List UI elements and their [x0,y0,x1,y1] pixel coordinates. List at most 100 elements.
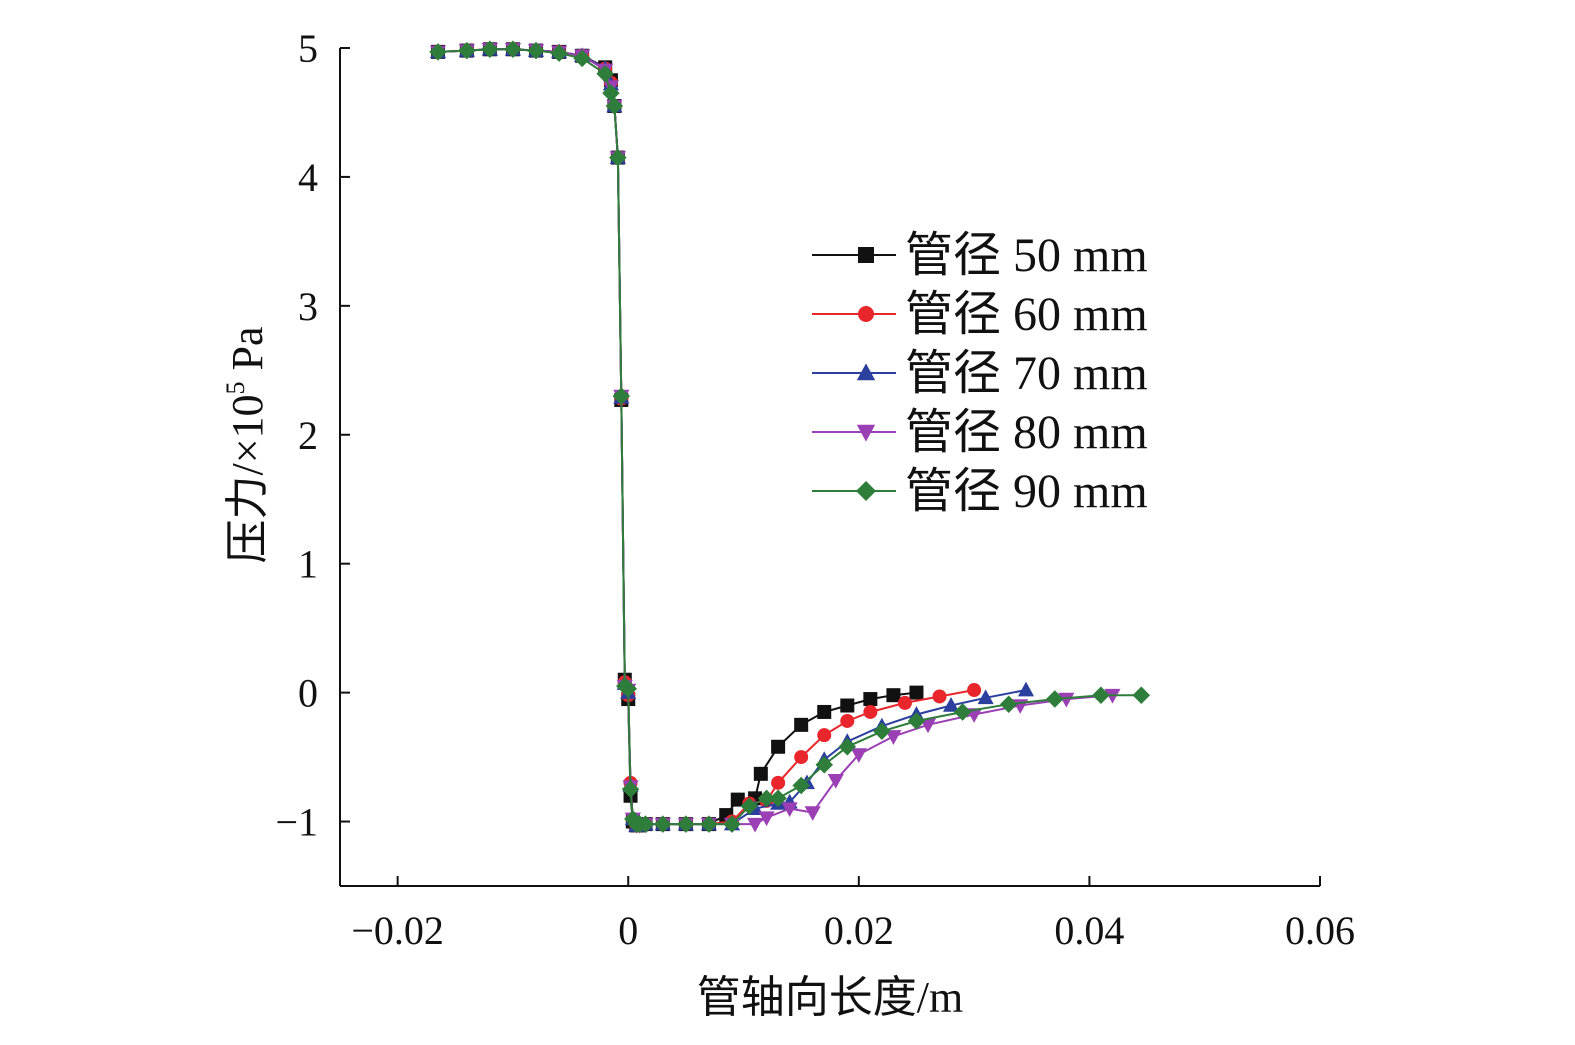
data-point [953,703,972,721]
legend-label: 管径 90 mm [905,465,1148,518]
legend-label: 管径 70 mm [905,347,1148,400]
data-point [907,712,926,730]
data-point [730,792,745,807]
y-tick-label: 5 [298,26,318,71]
data-point [771,775,786,790]
data-point [771,739,786,754]
legend-item: 管径 90 mm [812,465,1148,518]
data-point [527,41,545,60]
data-point [863,704,878,719]
data-point [740,797,759,815]
data-point [612,387,631,405]
data-point [781,802,798,818]
y-tick-label: 1 [298,542,318,587]
data-point [1104,688,1121,704]
y-tick-label: −1 [275,800,318,845]
series-1 [431,42,924,833]
data-point [840,713,855,728]
data-point [977,689,994,705]
data-point [747,817,764,833]
data-point [794,750,809,765]
y-axis-title: 压力/×105 Pa [221,326,272,563]
data-point [573,49,591,68]
x-ticks: −0.02 0 0.02 0.04 0.06 [351,876,1355,953]
data-point [897,695,912,710]
data-point [636,815,655,833]
data-point [817,704,832,719]
data-point [723,815,741,833]
legend-marker [856,424,876,442]
series-group [429,40,1151,834]
data-point [885,730,902,745]
x-tick-label: 0.04 [1054,908,1124,953]
legend-marker [858,306,874,322]
y-tick-label: 2 [298,413,318,458]
data-point [481,40,499,59]
data-point [1132,686,1151,704]
data-point [817,728,832,743]
series-line [437,48,975,827]
data-point [932,689,947,704]
data-point [458,41,476,60]
legend: 管径 50 mm 管径 60 mm 管径 70 mm 管径 80 mm 管径 90 mm [812,229,1148,518]
y-ticks: −1 0 1 2 3 4 5 [275,26,350,845]
data-point [700,815,718,833]
legend-item: 管径 60 mm [812,288,1148,341]
series-2 [431,42,982,833]
data-point [873,722,891,741]
legend-marker [856,363,876,381]
data-point [654,815,672,833]
data-point [850,748,867,763]
data-point [999,695,1018,713]
series-markers [431,42,982,833]
data-point [863,692,878,707]
y-axis-title-superscript: 5 [221,381,250,394]
data-point [840,698,855,713]
data-point [1058,692,1075,708]
x-axis-title: 管轴向长度/m [697,973,963,1022]
y-tick-label: 3 [298,284,318,329]
data-point [429,43,447,61]
data-point [943,697,960,712]
data-point [753,766,768,781]
legend-label: 管径 50 mm [905,229,1148,282]
data-point [886,688,901,703]
data-point [792,776,810,795]
y-axis-title-main: 压力/×10 [223,394,272,563]
legend-marker [856,481,876,501]
data-point [769,789,787,808]
data-point [909,685,924,700]
data-point [804,806,821,821]
series-markers [431,42,924,833]
data-point [621,780,640,799]
data-point [504,40,522,59]
data-point [605,97,624,115]
x-tick-label: 0 [618,908,638,953]
x-tick-label: −0.02 [351,908,444,953]
data-point [602,84,620,102]
data-point [758,811,775,827]
data-point [794,717,809,732]
data-point [967,683,982,698]
data-point [619,679,637,698]
legend-label: 管径 60 mm [905,288,1148,341]
data-point [827,773,844,789]
legend-marker [858,247,874,263]
data-point [1017,681,1035,697]
y-tick-label: 4 [298,155,318,200]
legend-item: 管径 80 mm [812,406,1148,459]
y-axis-title-unit: Pa [223,326,272,381]
x-tick-label: 0.06 [1285,908,1355,953]
data-point [757,789,776,808]
legend-item: 管径 50 mm [812,229,1148,282]
y-tick-label: 0 [298,671,318,716]
x-tick-label: 0.02 [824,908,894,953]
series-markers [429,40,1151,833]
data-point [1046,690,1064,708]
data-point [1092,686,1110,704]
axes [339,48,1320,887]
series-5 [429,40,1151,833]
legend-item: 管径 70 mm [812,347,1148,400]
